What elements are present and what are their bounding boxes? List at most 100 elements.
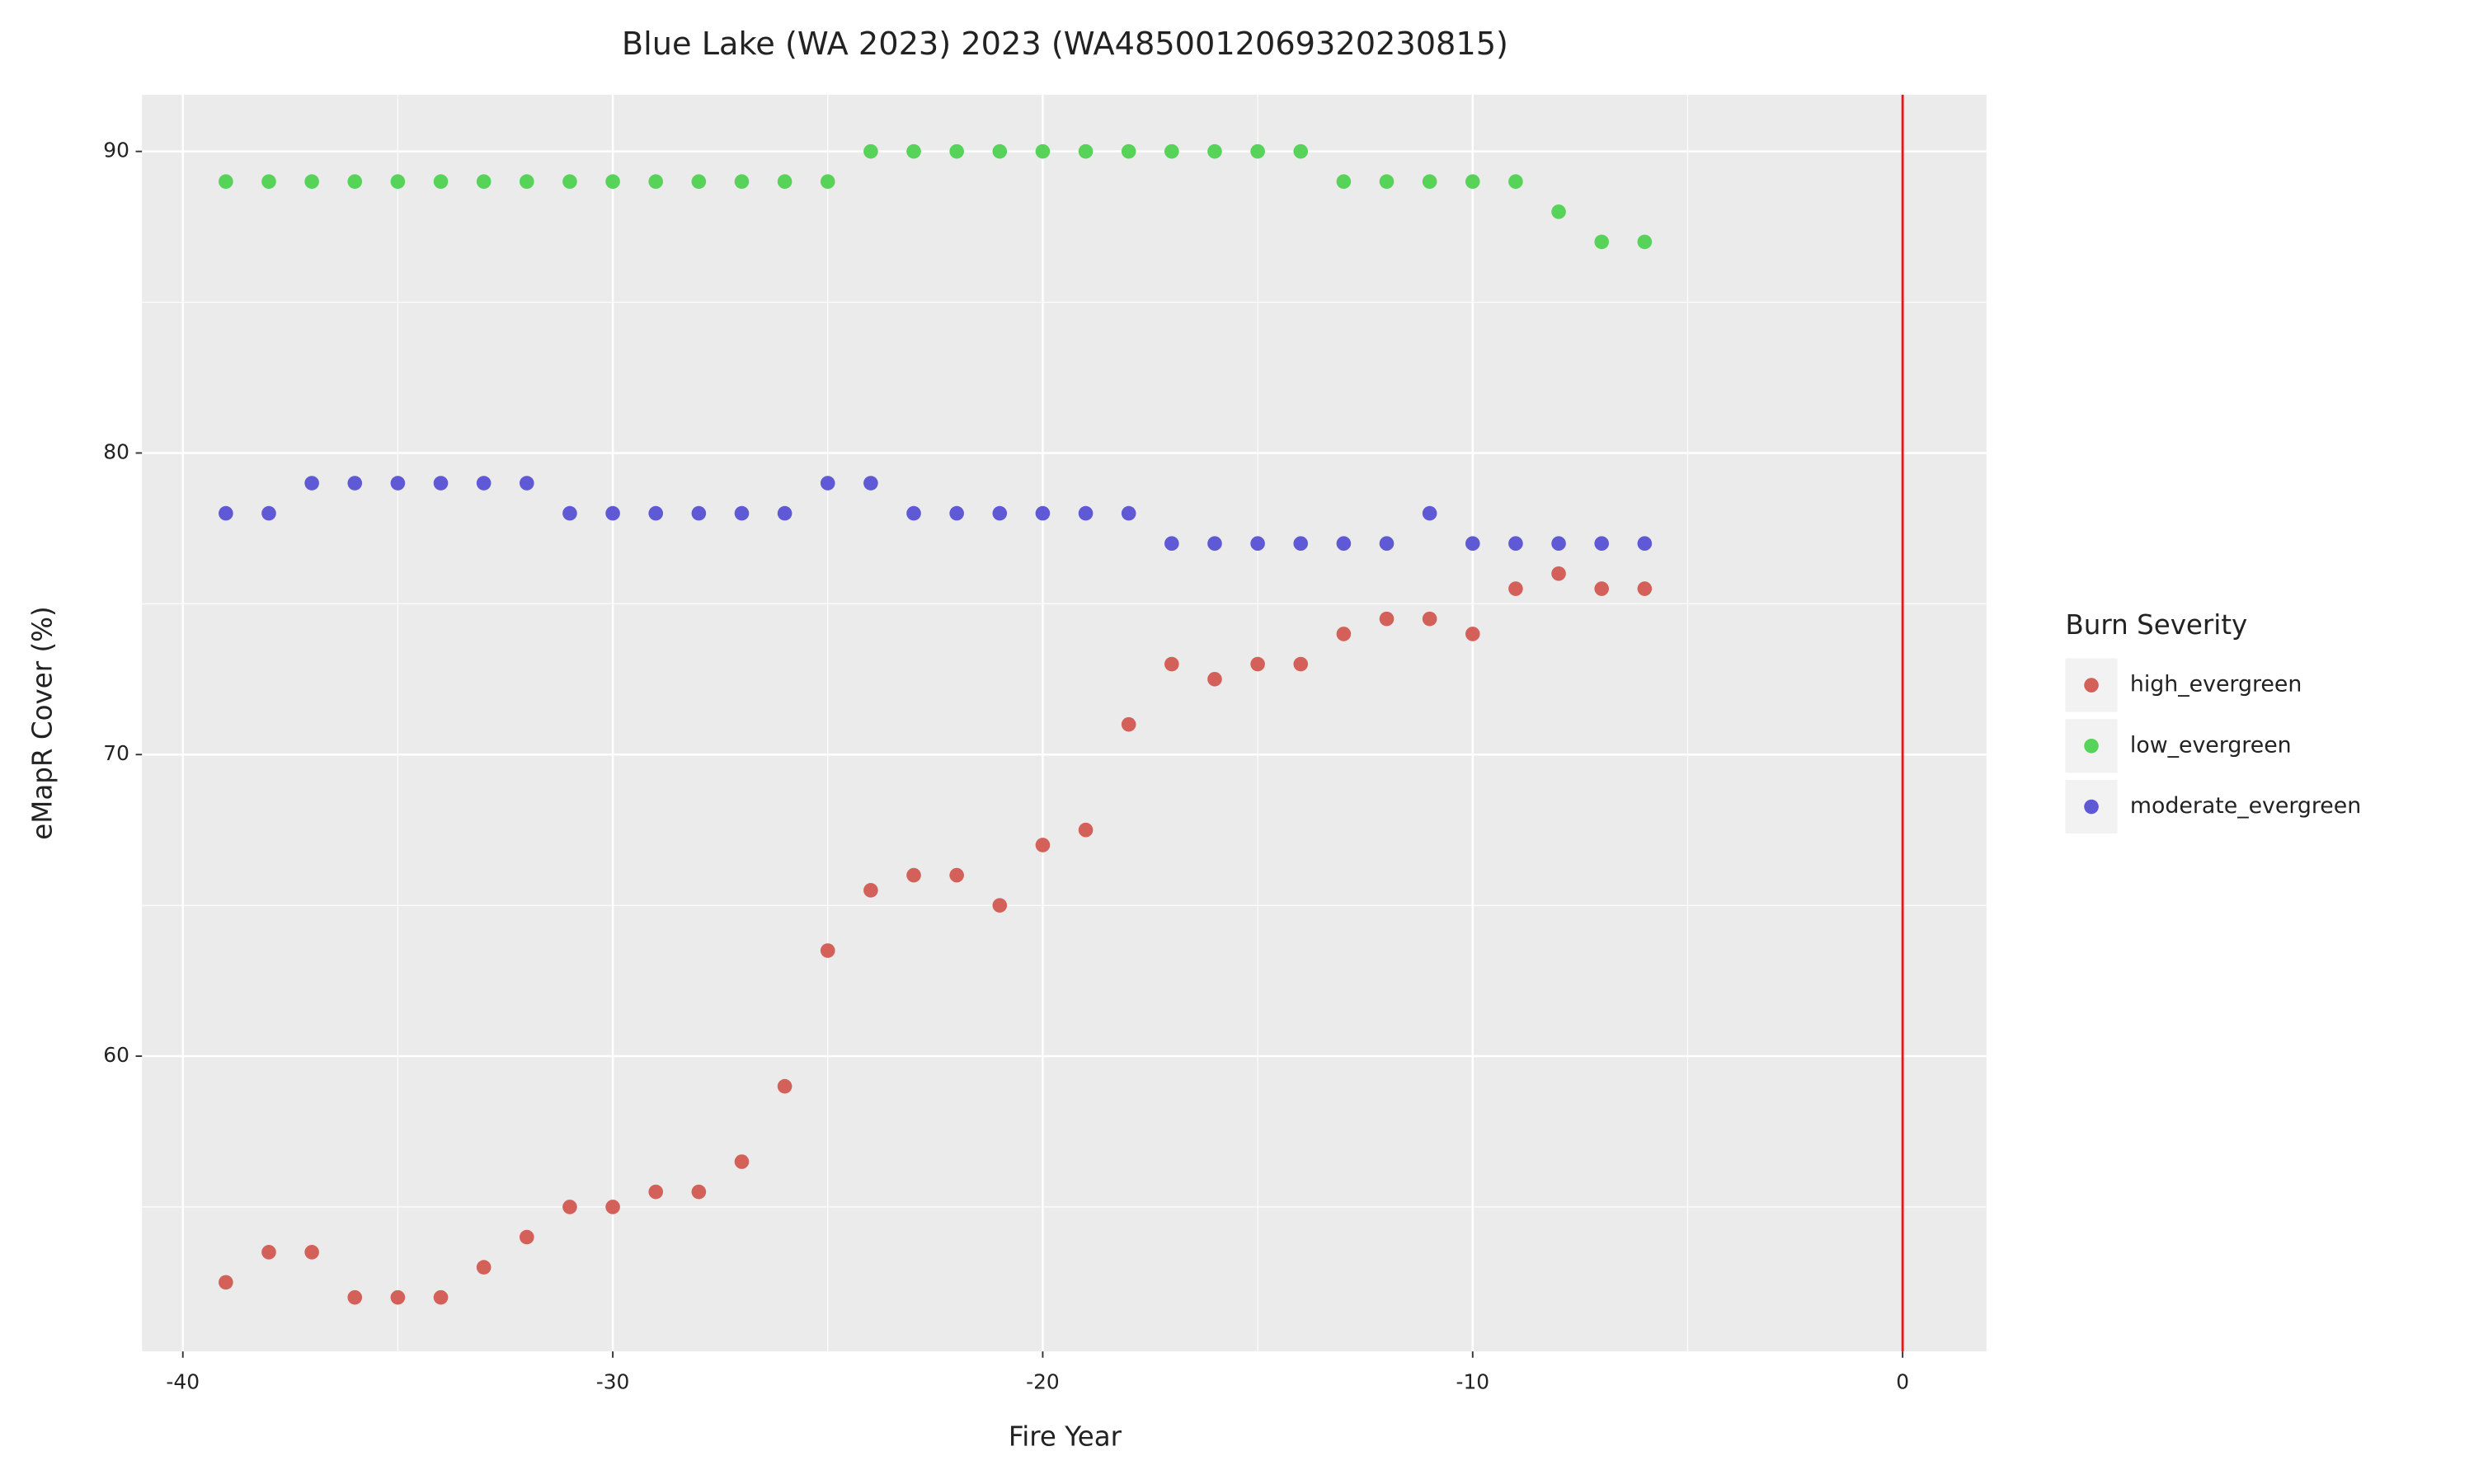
data-point [863,143,878,159]
data-point [433,174,449,190]
legend-label: moderate_evergreen [2130,793,2361,819]
data-point [390,476,406,491]
data-point [949,505,964,521]
data-point [562,174,577,190]
data-point [1594,581,1609,596]
data-point [520,476,534,491]
data-point [1121,716,1136,732]
data-point [1293,656,1309,672]
data-point [1121,143,1136,159]
data-point [1121,505,1136,521]
data-point [1508,174,1523,190]
data-point [1379,174,1395,190]
y-tick-label: 70 [103,741,129,765]
data-point [992,898,1008,913]
data-point [1508,581,1523,596]
data-point [1035,143,1051,159]
data-point [1035,505,1051,521]
data-point [691,174,707,190]
data-point [1164,536,1179,552]
data-point [648,505,664,521]
legend-marker [2084,678,2099,693]
data-point [347,1289,363,1305]
data-point [691,505,707,521]
data-point [261,1244,276,1260]
data-point [820,476,835,491]
y-tick-label: 90 [103,139,129,162]
data-point [1078,143,1094,159]
data-point [1637,581,1653,596]
data-point [1422,174,1437,190]
data-point [648,174,664,190]
data-point [906,867,921,883]
data-point [562,505,577,521]
data-point [1379,611,1395,627]
data-point [1422,505,1437,521]
data-point [1207,536,1222,552]
data-point [777,505,793,521]
data-point [1336,536,1352,552]
y-tick-label: 60 [103,1043,129,1067]
data-point [1250,656,1265,672]
data-point [261,505,276,521]
data-point [219,505,233,521]
data-point [1594,536,1609,552]
data-point [605,1200,620,1214]
data-point [1164,143,1179,159]
data-point [520,1229,534,1245]
data-point [734,174,750,190]
data-point [1465,627,1480,641]
data-point [304,476,319,491]
data-point [820,174,835,190]
data-point [304,174,319,190]
data-point [1508,536,1523,552]
data-point [1293,143,1309,159]
data-point [1422,611,1437,627]
data-point [476,174,492,190]
data-point [992,505,1008,521]
y-axis-title: eMapR Cover (%) [27,606,59,839]
data-point [304,1244,319,1260]
data-point [219,1275,233,1290]
data-point [347,174,363,190]
data-point [906,143,921,159]
data-point [390,1289,406,1305]
data-point [777,174,793,190]
data-point [1465,536,1480,552]
data-point [734,1154,750,1169]
data-point [906,505,921,521]
data-point [1207,143,1222,159]
data-point [949,867,964,883]
data-point [1035,838,1051,852]
data-point [1594,234,1609,250]
legend-marker [2084,738,2099,754]
data-point [691,1184,707,1200]
data-point [476,1260,492,1275]
x-tick-label: 0 [1896,1369,1909,1393]
data-point [1551,536,1566,552]
data-point [1250,536,1265,552]
data-point [562,1200,577,1214]
data-point [433,476,449,491]
legend-label: high_evergreen [2130,672,2302,697]
data-point [605,505,620,521]
data-point [1637,234,1653,250]
data-point [1336,174,1352,190]
legend-title: Burn Severity [2065,609,2247,641]
x-tick-label: -10 [1456,1369,1489,1393]
chart-title: Blue Lake (WA 2023) 2023 (WA485001206932… [622,26,1508,63]
data-point [1465,174,1480,190]
plot-panel [142,94,1987,1352]
x-tick-label: -30 [596,1369,630,1393]
data-point [605,174,620,190]
data-point [1293,536,1309,552]
data-point [1207,671,1222,687]
data-point [1164,656,1179,672]
data-point [992,143,1008,159]
data-point [520,174,534,190]
data-point [1250,143,1265,159]
data-point [476,476,492,491]
data-point [820,943,835,958]
data-point [1078,822,1094,838]
